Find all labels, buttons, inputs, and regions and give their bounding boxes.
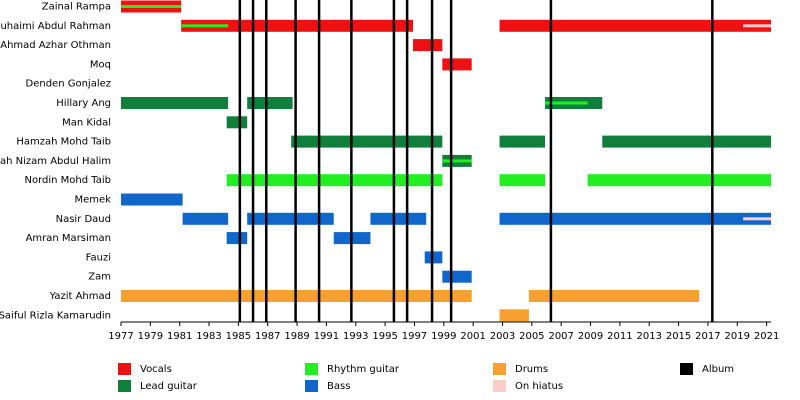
row-label: Fauzi — [86, 252, 111, 263]
period-bar — [226, 116, 248, 129]
legend-label: Bass — [327, 381, 350, 392]
x-tick-label: 1995 — [372, 331, 397, 342]
x-tick-label: 2021 — [754, 331, 779, 342]
period-bar — [424, 251, 443, 264]
x-tick-label: 2009 — [578, 331, 603, 342]
overlay-bar — [121, 5, 182, 8]
row-label: Saiful Rizla Kamarudin — [0, 310, 111, 321]
period-bar — [499, 135, 546, 148]
period-bar — [370, 212, 427, 225]
legend-label: Album — [702, 364, 734, 375]
period-bar — [499, 174, 546, 187]
x-tick-label: 1991 — [314, 331, 339, 342]
row-label: Memek — [75, 195, 112, 206]
x-tick-label: 2017 — [695, 331, 720, 342]
row-label: Suhaimi Abdul Rahman — [0, 21, 111, 32]
period-bar — [499, 309, 529, 322]
x-tick-label: 1983 — [196, 331, 221, 342]
period-bar — [442, 270, 472, 283]
legend-swatch — [305, 363, 318, 375]
row-label: Nasir Daud — [56, 214, 111, 225]
x-tick-label: 1999 — [431, 331, 456, 342]
period-bar — [602, 135, 771, 148]
period-bar — [121, 193, 183, 206]
x-tick-label: 2007 — [548, 331, 573, 342]
row-label: Hamzah Mohd Taib — [16, 137, 111, 148]
period-bar — [587, 174, 771, 187]
row-label: Nordin Mohd Taib — [25, 175, 112, 186]
legend-swatch — [680, 363, 693, 375]
row-label: Yazit Ahmad — [49, 291, 111, 302]
overlay-bar — [181, 24, 229, 28]
overlay-bar — [442, 159, 472, 163]
row-label: Man Kidal — [62, 117, 111, 128]
period-bar — [226, 232, 248, 245]
legend-label: Drums — [515, 364, 548, 375]
x-tick-label: 1977 — [108, 331, 133, 342]
x-tick-label: 1987 — [255, 331, 280, 342]
legend-label: Vocals — [140, 364, 172, 375]
row-label: Zam — [88, 272, 111, 283]
legend-swatch — [493, 363, 506, 375]
period-bar — [226, 174, 443, 187]
x-tick-label: 2003 — [490, 331, 515, 342]
row-label: Ahmad Azhar Othman — [0, 40, 111, 51]
period-bar — [291, 135, 443, 148]
x-tick-label: 1997 — [402, 331, 427, 342]
period-bar — [247, 212, 334, 225]
legend-label: Rhythm guitar — [327, 364, 400, 375]
x-tick-label: 2019 — [725, 331, 750, 342]
legend-swatch — [118, 363, 131, 375]
overlay-bar — [545, 101, 588, 105]
legend-label: Lead guitar — [140, 381, 198, 392]
x-tick-label: 2013 — [636, 331, 661, 342]
period-bar — [121, 97, 229, 109]
row-label: Amran Marsiman — [26, 233, 111, 244]
overlay-bar — [743, 24, 771, 28]
x-tick-label: 2015 — [666, 331, 691, 342]
period-bar — [442, 58, 472, 71]
x-tick-label: 2001 — [460, 331, 485, 342]
x-tick-label: 1989 — [284, 331, 309, 342]
x-tick-label: 2011 — [607, 331, 632, 342]
x-tick-label: 1981 — [167, 331, 192, 342]
legend-swatch — [305, 380, 318, 392]
row-label: Moq — [90, 59, 111, 70]
row-label: Shah Nizam Abdul Halim — [0, 156, 111, 167]
x-tick-label: 1979 — [138, 331, 163, 342]
legend-swatch — [493, 380, 506, 392]
legend-swatch — [118, 380, 131, 392]
period-bar — [528, 290, 700, 302]
period-bar — [499, 19, 771, 32]
period-bar — [499, 212, 771, 225]
period-bar — [247, 97, 293, 109]
x-tick-label: 1993 — [343, 331, 368, 342]
row-label: Zainal Rampa — [42, 2, 111, 13]
x-tick-label: 1985 — [226, 331, 251, 342]
row-label: Hillary Ang — [56, 98, 111, 109]
row-label: Denden Gonjalez — [26, 79, 112, 90]
legend-label: On hiatus — [515, 381, 563, 392]
period-bar — [182, 212, 229, 225]
period-bar — [412, 39, 443, 52]
overlay-bar — [743, 217, 771, 221]
x-tick-label: 2005 — [519, 331, 544, 342]
